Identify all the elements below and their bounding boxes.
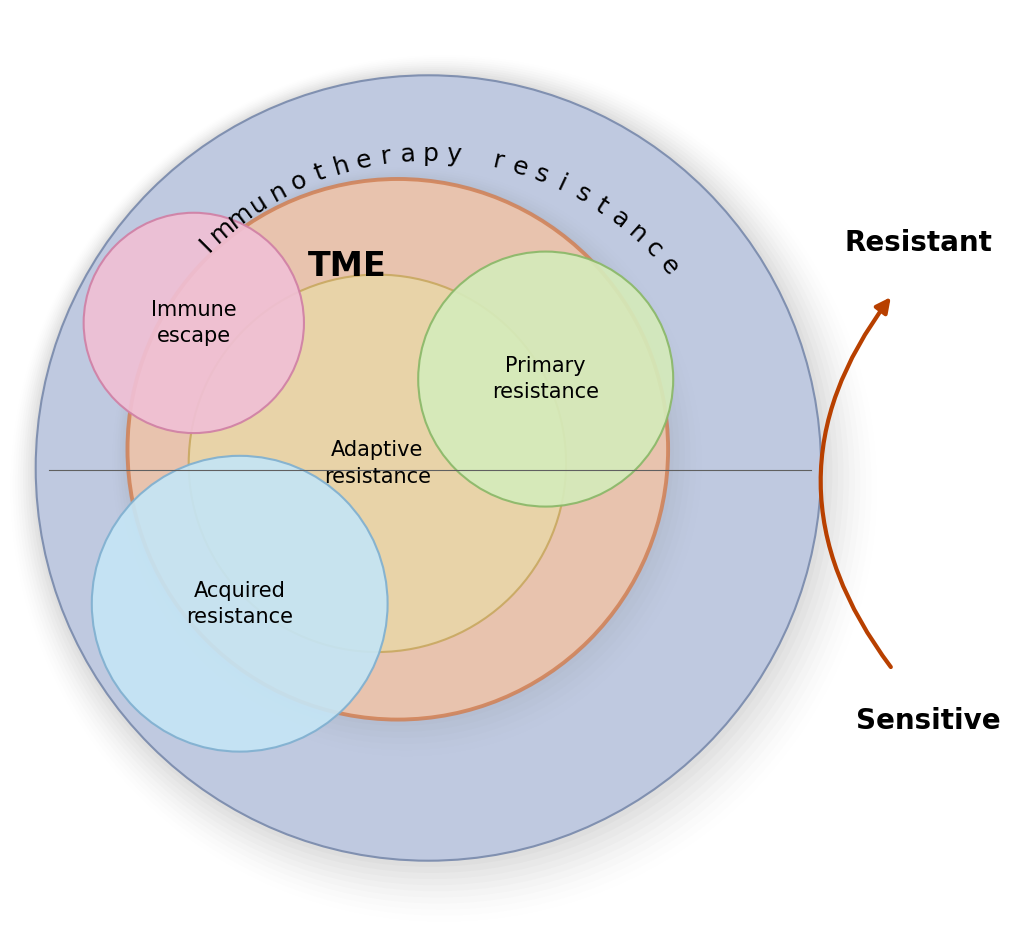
Text: Sensitive: Sensitive bbox=[855, 707, 1000, 735]
Text: Primary
resistance: Primary resistance bbox=[492, 356, 598, 402]
Text: c: c bbox=[640, 236, 666, 262]
Text: Adaptive
resistance: Adaptive resistance bbox=[324, 440, 430, 487]
Text: r: r bbox=[378, 144, 392, 169]
Text: TME: TME bbox=[307, 250, 386, 284]
Text: o: o bbox=[286, 168, 311, 196]
Text: Acquired
resistance: Acquired resistance bbox=[186, 580, 292, 627]
Text: s: s bbox=[571, 181, 593, 208]
Text: e: e bbox=[353, 147, 373, 174]
Text: a: a bbox=[399, 142, 416, 167]
Text: e: e bbox=[654, 253, 683, 280]
Text: y: y bbox=[444, 142, 462, 168]
Ellipse shape bbox=[189, 274, 566, 652]
Text: i: i bbox=[553, 171, 570, 197]
Text: r: r bbox=[490, 149, 505, 174]
Text: m: m bbox=[206, 213, 239, 247]
Text: a: a bbox=[606, 205, 633, 233]
Text: I: I bbox=[195, 235, 217, 257]
Ellipse shape bbox=[36, 75, 820, 861]
Text: Immune
escape: Immune escape bbox=[151, 300, 236, 346]
Text: s: s bbox=[531, 161, 551, 188]
Text: p: p bbox=[422, 141, 438, 166]
Text: e: e bbox=[508, 154, 530, 182]
Ellipse shape bbox=[33, 73, 826, 867]
Text: Resistant: Resistant bbox=[844, 229, 990, 257]
Ellipse shape bbox=[84, 212, 304, 433]
Text: n: n bbox=[623, 219, 651, 248]
Ellipse shape bbox=[92, 456, 387, 752]
Text: t: t bbox=[590, 193, 611, 219]
Text: h: h bbox=[330, 153, 352, 180]
Text: t: t bbox=[311, 160, 328, 186]
FancyArrowPatch shape bbox=[820, 300, 890, 667]
Ellipse shape bbox=[418, 252, 673, 506]
Ellipse shape bbox=[127, 179, 667, 720]
Text: u: u bbox=[246, 189, 272, 218]
Text: m: m bbox=[223, 199, 257, 233]
Text: n: n bbox=[266, 178, 291, 206]
